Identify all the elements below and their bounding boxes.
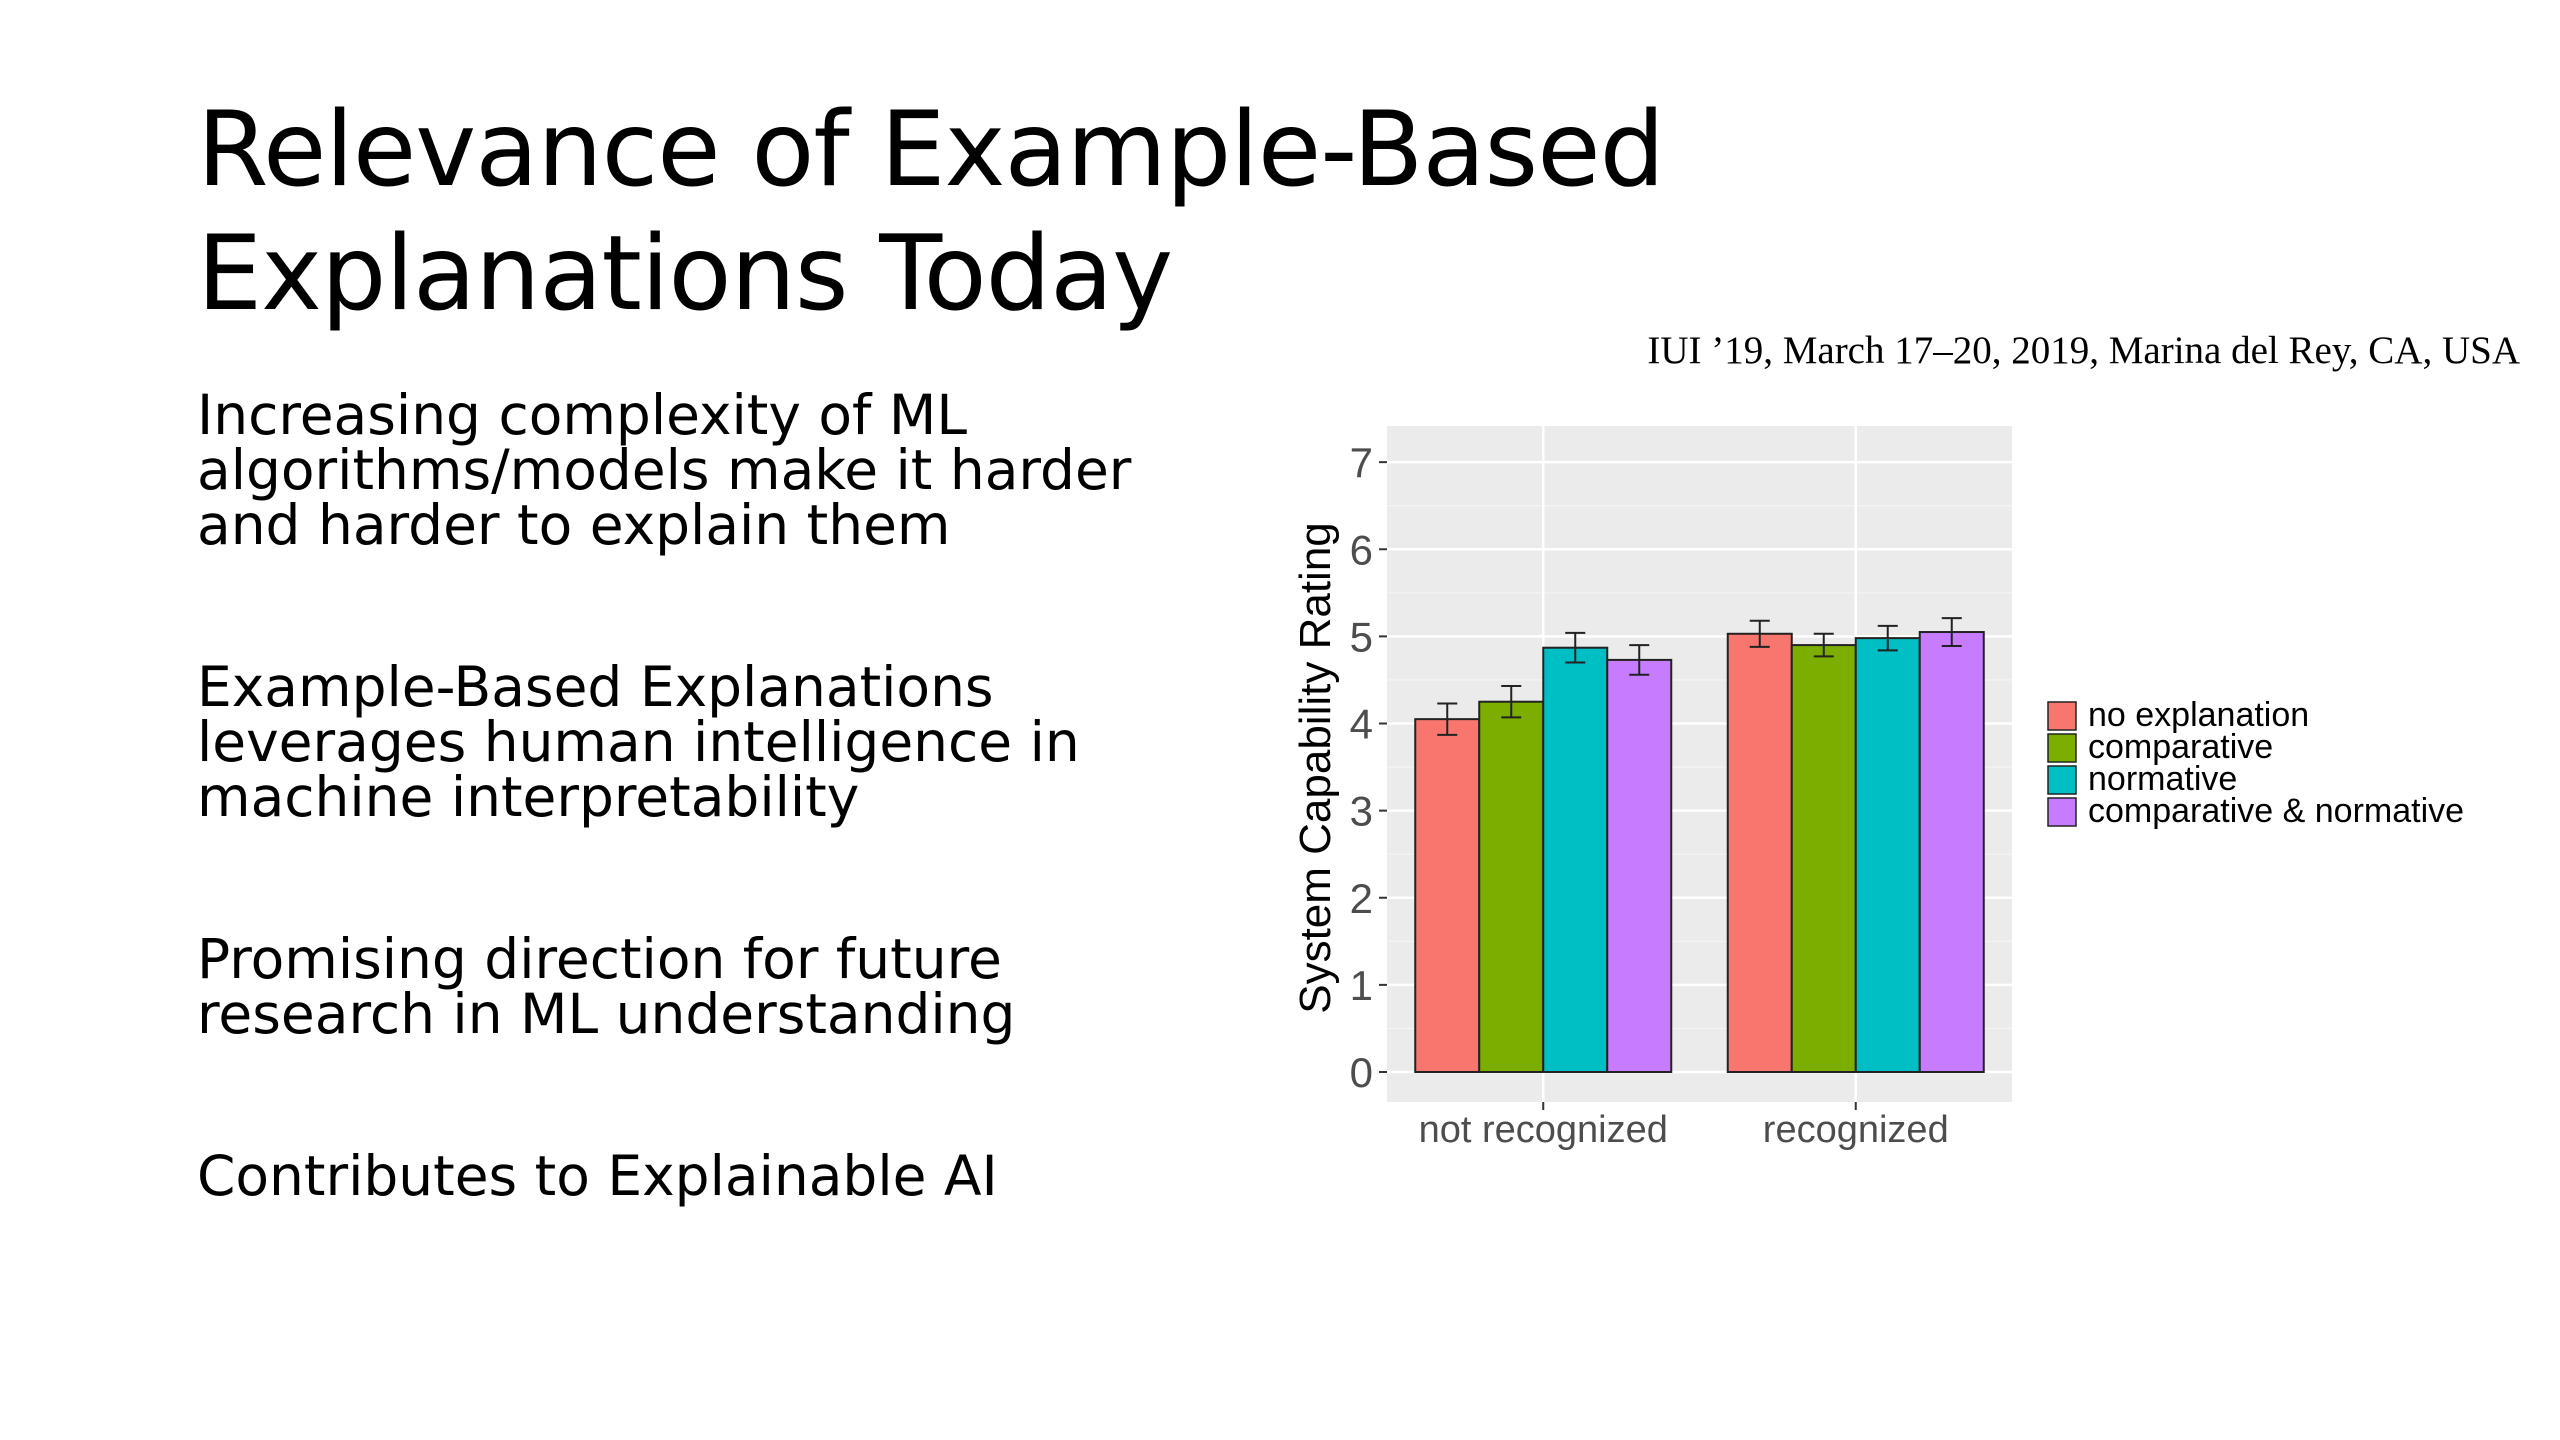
legend-key [2047, 797, 2077, 827]
legend-label: no explanation [2088, 696, 2309, 734]
bar-chart: System Capability Rating 0 1 2 3 4 5 6 7 not rec… [1291, 426, 2464, 1151]
bullet-item: Increasing complexity of ML algorithms/m… [197, 383, 1132, 557]
y-tick-label: 3 [1350, 788, 1373, 835]
legend-key [2047, 701, 2077, 731]
y-tick-label: 7 [1350, 439, 1373, 486]
bullet-item: Promising direction for future research … [197, 927, 1016, 1046]
legend-label: normative [2088, 760, 2237, 798]
y-axis-title: System Capability Rating [1291, 522, 1340, 1014]
bar [1854, 637, 1921, 1073]
bar [1790, 644, 1857, 1073]
bar [1918, 631, 1985, 1073]
bar [1478, 700, 1545, 1073]
bar [1606, 658, 1673, 1073]
legend-label: comparative [2088, 728, 2273, 766]
legend-key [2047, 765, 2077, 795]
y-tick-label: 6 [1350, 526, 1373, 573]
y-tick-label: 5 [1350, 613, 1373, 660]
y-tick-label: 0 [1350, 1049, 1373, 1096]
bar [1414, 718, 1481, 1073]
bullet-item: Contributes to Explainable AI [197, 1144, 998, 1208]
bar [1726, 632, 1793, 1073]
y-tick-label: 1 [1350, 962, 1373, 1009]
y-tick-label: 4 [1350, 701, 1373, 748]
slide-title: Relevance of Example-Based Explanations … [197, 90, 1665, 334]
legend-key [2047, 733, 2077, 763]
y-tick-label: 2 [1350, 875, 1373, 922]
x-tick-label: recognized [1763, 1109, 1949, 1151]
legend-label: comparative & normative [2088, 792, 2464, 830]
x-tick-label: not recognized [1419, 1109, 1668, 1151]
bullet-item: Example-Based Explanations leverages hum… [197, 655, 1080, 829]
paper-citation: IUI ’19, March 17–20, 2019, Marina del R… [1647, 329, 2520, 372]
bar [1542, 646, 1609, 1073]
